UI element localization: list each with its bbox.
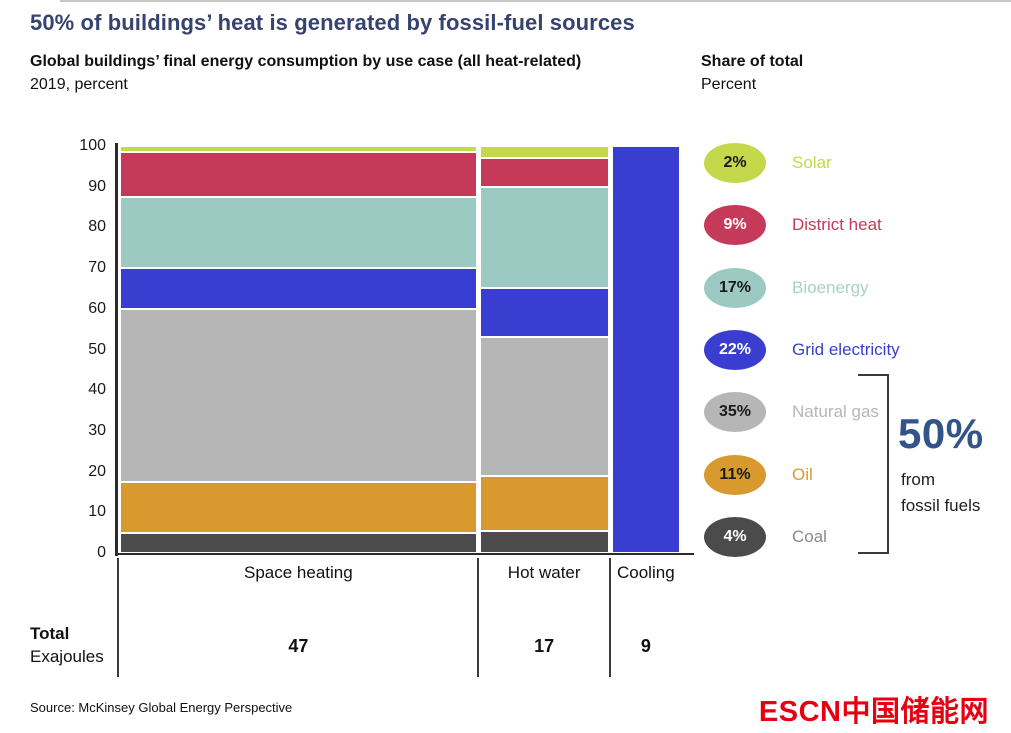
totals-row-label: Total Exajoules (30, 622, 104, 668)
segment-coal (479, 530, 609, 553)
bar-cooling (611, 146, 680, 553)
legend-oval-district-heat: 9% (704, 205, 766, 246)
legend-title: Share of total (701, 53, 804, 70)
y-axis-tick-label: 70 (88, 259, 106, 277)
legend-item-grid-electricity: 22% Grid electricity (704, 329, 1004, 370)
chart-subtitle: Global buildings’ final energy consumpti… (30, 53, 582, 70)
fossil-fuel-caption-line1: from (901, 470, 935, 489)
legend-label-district-heat: District heat (792, 215, 882, 235)
column-divider-line (609, 558, 611, 677)
legend-label-coal: Coal (792, 526, 827, 546)
legend-label-oil: Oil (792, 464, 813, 484)
y-axis-tick-label: 40 (88, 381, 106, 399)
legend-oval-bioenergy: 17% (704, 267, 766, 308)
y-axis-tick-label: 10 (88, 503, 106, 521)
category-label-cooling: Cooling (617, 563, 675, 582)
top-border-line (60, 0, 1011, 2)
total-value-cooling: 9 (640, 636, 651, 656)
legend-label-natural-gas: Natural gas (792, 402, 879, 422)
segment-district-heat (479, 158, 609, 187)
y-axis-tick-label: 50 (88, 340, 106, 358)
segment-grid-electricity (479, 288, 609, 338)
legend-oval-natural-gas: 35% (704, 392, 766, 433)
y-axis-tick-label: 100 (79, 137, 106, 154)
legend-label-bioenergy: Bioenergy (792, 277, 869, 297)
legend-item-natural-gas: 35% Natural gas (704, 392, 1004, 433)
legend-item-district-heat: 9% District heat (704, 205, 1004, 246)
y-axis-tick-label: 0 (97, 544, 106, 561)
segment-grid-electricity (611, 146, 680, 553)
totals-label-line1: Total (30, 624, 70, 643)
fossil-fuel-bracket-bottom-tick (858, 552, 887, 554)
total-value-hot-water: 17 (534, 636, 555, 656)
segment-solar (120, 146, 477, 153)
legend-oval-oil: 11% (704, 454, 766, 495)
total-value-space-heating: 47 (288, 636, 309, 656)
segment-grid-electricity (120, 268, 477, 309)
totals-label-line2: Exajoules (30, 647, 104, 666)
column-divider-line (477, 558, 479, 677)
category-label-hot-water: Hot water (507, 563, 581, 582)
segment-bioenergy (479, 186, 609, 289)
y-axis-tick-label: 90 (88, 177, 106, 195)
legend-subtitle: Percent (701, 76, 757, 93)
y-axis-tick-label: 30 (88, 421, 106, 439)
segment-natural-gas (479, 337, 609, 476)
fossil-fuel-bracket-line (887, 374, 889, 554)
legend-item-bioenergy: 17% Bioenergy (704, 267, 1004, 308)
segment-solar (479, 146, 609, 159)
legend-item-oil: 11% Oil (704, 454, 1004, 495)
segment-oil (120, 481, 477, 533)
legend-item-coal: 4% Coal (704, 516, 1004, 557)
fossil-fuel-share-caption: from fossil fuels (901, 467, 980, 519)
x-axis-line (115, 552, 694, 555)
segment-district-heat (120, 152, 477, 197)
segment-bioenergy (120, 196, 477, 269)
segment-oil (479, 475, 609, 531)
category-label-space-heating: Space heating (243, 563, 353, 582)
escn-watermark-logo: ESCN中国储能网 (758, 696, 989, 728)
y-axis-line (115, 143, 118, 556)
legend-oval-solar: 2% (704, 143, 766, 183)
y-axis-tick-label: 20 (88, 462, 106, 480)
page-title: 50% of buildings’ heat is generated by f… (30, 10, 635, 35)
fossil-fuel-bracket-top-tick (858, 374, 887, 376)
y-axis-tick-label: 80 (88, 218, 106, 236)
legend-oval-grid-electricity: 22% (704, 329, 766, 370)
bar-space-heating (120, 146, 477, 553)
source-note: Source: McKinsey Global Energy Perspecti… (30, 700, 293, 715)
legend-item-solar: 2% Solar (704, 143, 1004, 183)
segment-coal (120, 532, 477, 553)
column-divider-line (117, 558, 119, 677)
y-axis-tick-label: 60 (88, 299, 106, 317)
fossil-fuel-share-value: 50% (898, 410, 984, 457)
chart-period-unit: 2019, percent (30, 76, 128, 93)
legend-label-solar: Solar (792, 153, 832, 172)
bar-hot-water (479, 146, 609, 553)
legend-oval-coal: 4% (704, 516, 766, 557)
legend-label-grid-electricity: Grid electricity (792, 339, 900, 359)
fossil-fuel-caption-line2: fossil fuels (901, 496, 981, 515)
segment-natural-gas (120, 308, 477, 482)
